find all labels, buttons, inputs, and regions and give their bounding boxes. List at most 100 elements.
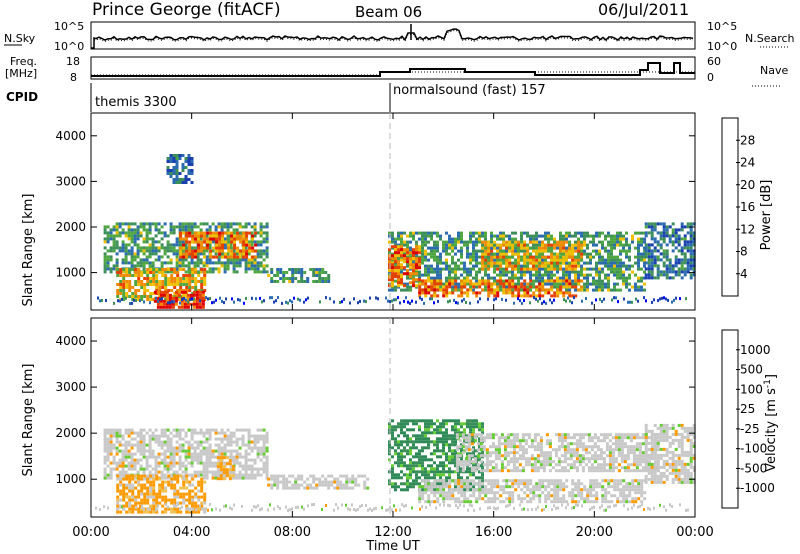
heatmap-cell	[463, 285, 467, 289]
heatmap-cell	[607, 273, 610, 277]
heatmap-cell	[665, 267, 669, 271]
heatmap-cell	[445, 243, 448, 247]
heatmap-cell	[647, 231, 651, 235]
heatmap-cell	[205, 461, 209, 465]
heatmap-cell	[146, 495, 150, 499]
heatmap-cell	[526, 258, 530, 262]
heatmap-cell	[217, 473, 221, 477]
heatmap-cell	[565, 276, 568, 280]
heatmap-cell	[616, 288, 619, 292]
heatmap-cell	[634, 261, 637, 265]
heatmap-cell	[495, 297, 497, 301]
heatmap-cell	[235, 452, 239, 456]
heatmap-cell	[394, 251, 397, 255]
heatmap-cell	[119, 298, 123, 301]
heatmap-cell	[164, 507, 168, 511]
heatmap-cell	[595, 273, 598, 277]
heatmap-cell	[190, 452, 194, 456]
heatmap-cell	[115, 264, 119, 268]
heatmap-cell	[116, 486, 120, 490]
heatmap-cell	[499, 267, 502, 271]
heatmap-cell	[689, 234, 693, 238]
heatmap-cell	[188, 480, 192, 484]
heatmap-cell	[466, 291, 470, 295]
heatmap-cell	[142, 264, 146, 268]
heatmap-cell	[109, 443, 113, 447]
heatmap-cell	[511, 261, 514, 265]
heatmap-cell	[496, 291, 500, 295]
heatmap-cell	[226, 234, 230, 238]
heatmap-cell	[637, 258, 640, 262]
heatmap-cell	[397, 254, 400, 258]
heatmap-cell	[220, 261, 224, 265]
heatmap-cell	[556, 261, 560, 265]
heatmap-cell	[604, 246, 607, 250]
heatmap-cell	[197, 495, 201, 499]
heatmap-cell	[134, 292, 138, 295]
heatmap-cell	[692, 267, 696, 271]
heatmap-cell	[121, 270, 125, 274]
heatmap-cell	[475, 419, 478, 423]
heatmap-cell	[460, 234, 463, 238]
heatmap-cell	[569, 299, 571, 303]
heatmap-cell	[442, 267, 445, 271]
heatmap-cell	[209, 249, 213, 253]
heatmap-cell	[475, 285, 478, 289]
heatmap-cell	[205, 440, 209, 444]
heatmap-cell	[229, 431, 233, 435]
heatmap-cell	[487, 288, 491, 292]
heatmap-cell	[131, 483, 135, 487]
heatmap-cell	[598, 282, 601, 286]
heatmap-cell	[205, 264, 209, 268]
heatmap-cell	[172, 470, 176, 474]
heatmap-cell	[391, 485, 394, 489]
heatmap-cell	[184, 449, 188, 453]
heatmap-cell	[583, 243, 586, 247]
heatmap-cell	[520, 288, 523, 292]
heatmap-cell	[262, 440, 266, 444]
heatmap-cell	[238, 258, 242, 262]
heatmap-cell	[216, 456, 220, 460]
heatmap-cell	[680, 222, 684, 226]
heatmap-cell	[238, 473, 242, 477]
heatmap-cell	[421, 288, 425, 292]
heatmap-cell	[182, 289, 186, 292]
heatmap-cell	[142, 455, 146, 459]
heatmap-cell	[149, 295, 153, 298]
heatmap-cell	[514, 288, 518, 292]
heatmap-cell	[418, 491, 422, 495]
beam-title: Beam 06	[355, 3, 422, 21]
heatmap-cell	[448, 461, 451, 465]
heatmap-cell	[267, 274, 271, 277]
heatmap-cell	[421, 467, 424, 471]
heatmap-cell	[182, 274, 186, 277]
heatmap-cell	[245, 231, 249, 235]
heatmap-cell	[169, 172, 173, 175]
heatmap-cell	[219, 296, 221, 300]
heatmap-cell	[202, 222, 206, 226]
heatmap-cell	[520, 249, 523, 253]
heatmap-cell	[592, 282, 595, 286]
heatmap-cell	[412, 434, 415, 438]
heatmap-cell	[481, 246, 485, 250]
heatmap-cell	[205, 258, 209, 262]
heatmap-cell	[472, 258, 475, 262]
heatmap-cell	[109, 228, 113, 232]
heatmap-cell	[185, 286, 189, 289]
heatmap-cell	[535, 231, 538, 235]
heatmap-cell	[130, 452, 134, 456]
heatmap-cell	[589, 252, 592, 256]
heatmap-cell	[119, 268, 123, 271]
heatmap-cell	[115, 252, 119, 256]
heatmap-cell	[184, 467, 188, 471]
heatmap-cell	[424, 255, 427, 259]
heatmap-cell	[109, 255, 113, 259]
heatmap-cell	[613, 282, 616, 286]
heatmap-cell	[127, 455, 131, 459]
heatmap-cell	[134, 289, 138, 292]
heatmap-cell	[146, 277, 150, 280]
heatmap-cell	[202, 461, 206, 465]
heatmap-cell	[631, 285, 634, 289]
heatmap-cell	[388, 425, 391, 429]
heatmap-cell	[259, 467, 263, 471]
